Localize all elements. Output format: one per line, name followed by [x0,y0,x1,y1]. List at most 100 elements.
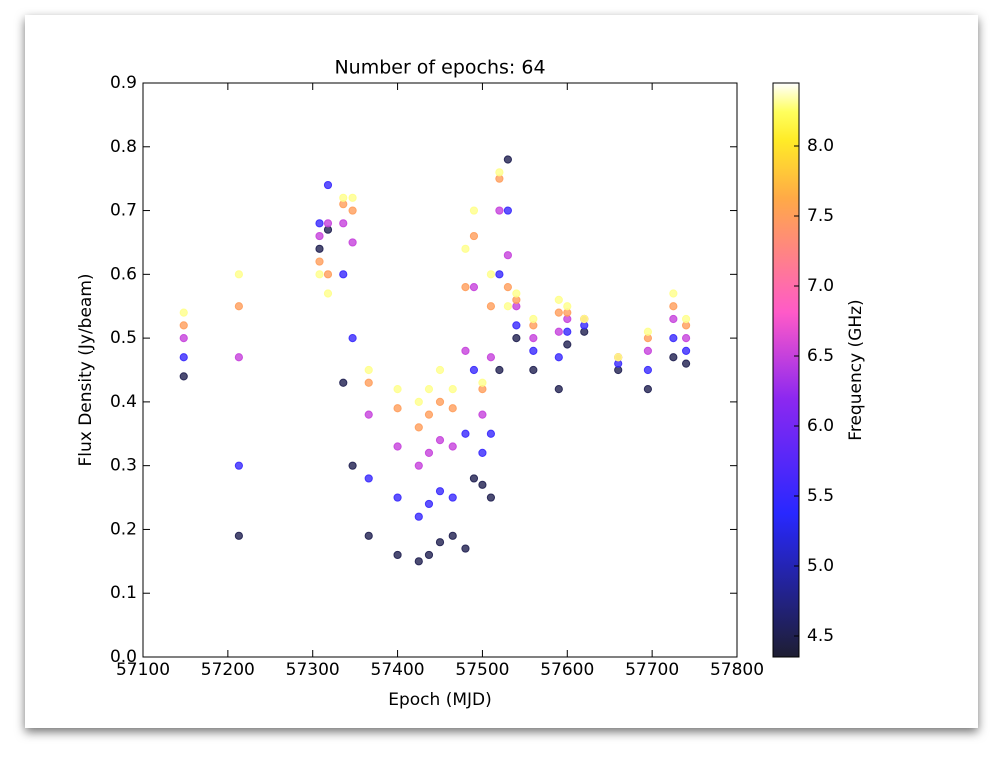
point [323,180,333,190]
point [424,385,434,394]
point [448,531,457,540]
point [393,385,402,394]
point [348,206,357,215]
point [478,378,487,387]
point [424,448,434,458]
point [179,321,188,330]
point [495,206,504,215]
point [234,302,243,311]
point [563,302,572,311]
point [478,448,487,458]
point [469,282,479,292]
y-tick-label: 0.4 [110,392,137,412]
point [348,334,357,343]
x-tick-label: 57500 [455,660,509,680]
point [393,404,402,413]
point [529,365,538,375]
point [315,270,324,279]
point [414,512,423,521]
points [179,155,691,566]
point [315,219,324,228]
x-tick-label: 57300 [286,660,340,680]
point [393,442,402,451]
point [323,219,333,228]
point [554,295,563,304]
point [414,557,423,566]
x-tick-label: 57100 [116,660,170,680]
x-tick-label: 57800 [710,660,764,680]
point [435,487,445,496]
point [643,327,653,336]
colorbar-tick-label: 7.5 [807,206,834,226]
y-tick-label: 0.7 [110,201,137,221]
point [393,550,402,560]
point [669,289,678,298]
point [364,365,373,375]
point [478,410,487,419]
point [529,334,538,343]
y-tick-label: 0.2 [110,519,137,539]
point [469,206,479,215]
point [529,314,538,324]
y-tick-label: 0.5 [110,328,137,348]
y-tick-label: 0.3 [110,456,137,476]
point [339,193,348,202]
point [563,327,572,336]
point [643,365,653,375]
point [478,480,487,489]
colorbar-tick-label: 5.0 [807,556,834,576]
point [529,346,538,355]
point [669,314,678,324]
point [234,353,243,362]
point [364,410,373,419]
point [364,531,373,540]
point [614,353,623,362]
x-tick-label: 57600 [540,660,594,680]
point [234,461,243,470]
point [512,334,521,343]
point [364,474,373,483]
point [179,334,188,343]
point [512,289,521,298]
point [179,372,188,381]
point [681,314,691,324]
point [323,270,333,279]
point [348,461,357,470]
point [339,219,348,228]
point [503,155,512,164]
point [669,353,678,362]
point [580,314,589,324]
colorbar-label: Frequency (GHz) [846,299,866,440]
point [669,334,678,343]
point [448,385,457,394]
point [448,404,457,413]
point [486,270,496,279]
point [414,423,423,432]
point [503,251,512,260]
point [461,346,470,355]
point [339,378,348,387]
point [563,340,572,349]
point [486,493,496,502]
point [435,365,445,375]
point [448,442,457,451]
point [669,302,678,311]
colorbar-tick-label: 8.0 [807,136,834,156]
point [503,302,512,311]
point [448,493,457,502]
point [435,538,445,547]
point [234,531,243,540]
colorbar [772,82,800,658]
point [414,461,423,470]
colorbar-tick-label: 7.0 [807,276,834,296]
y-axis-label: Flux Density (Jy/beam) [76,273,96,466]
point [469,365,479,375]
point [681,334,691,343]
point [424,499,434,509]
point [461,429,470,438]
point [469,231,479,241]
point [323,289,333,298]
point [486,302,496,311]
x-axis-label: Epoch (MJD) [388,690,492,710]
point [461,244,470,253]
